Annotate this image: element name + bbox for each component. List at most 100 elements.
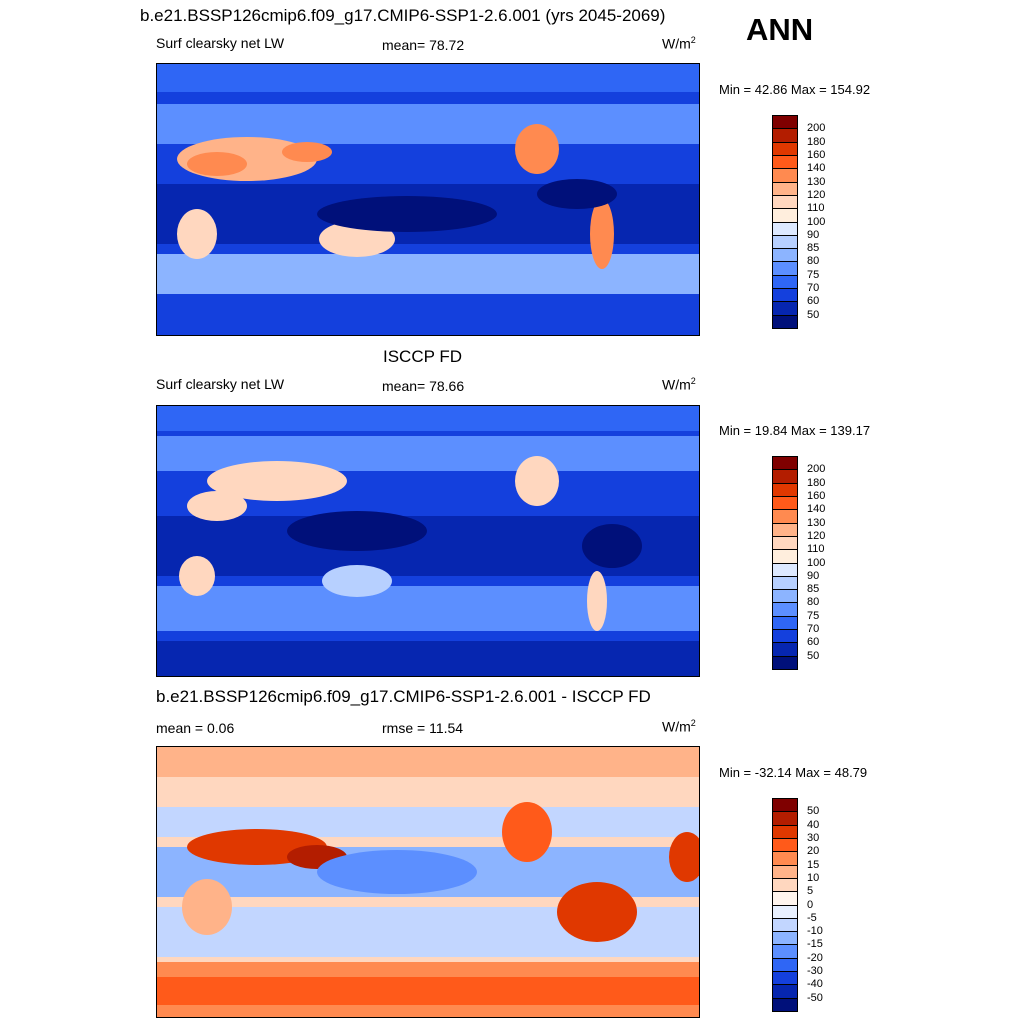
colorbar-cell [773, 563, 797, 577]
colorbar-cell [773, 195, 797, 210]
colorbar-tick-label: 20 [807, 845, 820, 858]
colorbar-cell [773, 799, 797, 813]
colorbar-cell [773, 262, 797, 276]
colorbar-tick-label: 75 [807, 268, 820, 281]
colorbar-tick-label: 40 [807, 818, 820, 831]
colorbar-tick-label: 120 [807, 529, 826, 542]
colorbar-cell [773, 603, 797, 617]
colorbar-cell [773, 590, 797, 604]
colorbar-cell [773, 945, 797, 959]
panel1-variable-label: Surf clearsky net LW [156, 35, 285, 51]
panel2-minmax: Min = 19.84 Max = 139.17 [719, 423, 871, 438]
colorbar-cell [773, 998, 797, 1012]
colorbar-cell [773, 550, 797, 564]
colorbar-tick-label: 50 [807, 649, 820, 662]
colorbar-cell [773, 918, 797, 933]
colorbar-tick-label: 60 [807, 295, 820, 308]
colorbar-cell [773, 985, 797, 999]
colorbar-cell [773, 289, 797, 303]
panel2-map-field [157, 406, 699, 676]
panel1-units: W/m2 [662, 35, 696, 52]
colorbar-cell [773, 523, 797, 537]
colorbar-cell [773, 656, 797, 670]
colorbar-tick-label: 180 [807, 476, 826, 489]
colorbar-tick-label: 30 [807, 831, 820, 844]
colorbar-cell [773, 155, 797, 170]
colorbar-cell [773, 616, 797, 631]
colorbar-cell [773, 457, 797, 471]
colorbar-cell [773, 536, 797, 551]
panel3-map-field [157, 747, 699, 1017]
panel1-map [156, 63, 700, 336]
colorbar-tick-label: 90 [807, 569, 820, 582]
colorbar-cell [773, 222, 797, 236]
panel3-colorbar [773, 799, 797, 1012]
colorbar-tick-label: 85 [807, 242, 820, 255]
colorbar-tick-label: 80 [807, 255, 820, 268]
panel2-variable-label: Surf clearsky net LW [156, 376, 285, 392]
panel2-map [156, 405, 700, 677]
panel2-units: W/m2 [662, 376, 696, 393]
colorbar-cell [773, 905, 797, 919]
colorbar-tick-label: 70 [807, 623, 820, 636]
colorbar-cell [773, 142, 797, 156]
colorbar-cell [773, 643, 797, 657]
colorbar-cell [773, 865, 797, 879]
colorbar-tick-label: 5 [807, 885, 814, 898]
colorbar-tick-label: -10 [807, 925, 823, 938]
panel1-colorbar [773, 116, 797, 329]
colorbar-tick-label: 70 [807, 282, 820, 295]
panel3-rmse-label: rmse = 11.54 [382, 720, 464, 736]
colorbar-cell [773, 932, 797, 946]
colorbar-cell [773, 169, 797, 183]
colorbar-tick-label: 160 [807, 148, 826, 161]
colorbar-tick-label: 120 [807, 188, 826, 201]
colorbar-tick-label: 110 [807, 202, 825, 215]
colorbar-cell [773, 496, 797, 511]
colorbar-tick-label: 50 [807, 805, 820, 818]
panel3-minmax: Min = -32.14 Max = 48.79 [719, 765, 868, 780]
colorbar-tick-label: -15 [807, 938, 823, 951]
colorbar-cell [773, 483, 797, 497]
colorbar-cell [773, 315, 797, 329]
colorbar-cell [773, 838, 797, 853]
colorbar-tick-label: 100 [807, 215, 826, 228]
colorbar-cell [773, 510, 797, 524]
colorbar-cell [773, 182, 797, 196]
season-label: ANN [746, 12, 814, 47]
colorbar-tick-label: 50 [807, 308, 820, 321]
colorbar-tick-label: 75 [807, 609, 820, 622]
panel2-mean-label: mean= 78.66 [382, 378, 465, 394]
colorbar-cell [773, 892, 797, 906]
colorbar-tick-label: -20 [807, 951, 823, 964]
colorbar-cell [773, 235, 797, 250]
panel1-map-field [157, 64, 699, 335]
panel2-title: ISCCP FD [383, 347, 463, 366]
colorbar-tick-label: 90 [807, 228, 820, 241]
colorbar-cell [773, 116, 797, 130]
colorbar-tick-label: 140 [807, 503, 826, 516]
colorbar-tick-label: 100 [807, 556, 826, 569]
colorbar-tick-label: 180 [807, 135, 826, 148]
colorbar-cell [773, 878, 797, 893]
colorbar-tick-label: 200 [807, 463, 826, 476]
colorbar-cell [773, 630, 797, 644]
colorbar-tick-label: 200 [807, 122, 826, 135]
colorbar-tick-label: -40 [807, 978, 823, 991]
colorbar-cell [773, 275, 797, 290]
colorbar-tick-label: -50 [807, 991, 823, 1004]
colorbar-tick-label: 10 [807, 871, 820, 884]
colorbar-tick-label: -5 [807, 911, 817, 924]
panel2-colorbar [773, 457, 797, 670]
colorbar-cell [773, 576, 797, 591]
colorbar-tick-label: 130 [807, 175, 826, 188]
colorbar-cell [773, 852, 797, 866]
colorbar-cell [773, 129, 797, 143]
panel3-units: W/m2 [662, 718, 696, 735]
colorbar-cell [773, 958, 797, 973]
colorbar-cell [773, 249, 797, 263]
colorbar-tick-label: -30 [807, 965, 823, 978]
panel3-title: b.e21.BSSP126cmip6.f09_g17.CMIP6-SSP1-2.… [156, 687, 651, 706]
colorbar-tick-label: 60 [807, 636, 820, 649]
colorbar-cell [773, 302, 797, 316]
